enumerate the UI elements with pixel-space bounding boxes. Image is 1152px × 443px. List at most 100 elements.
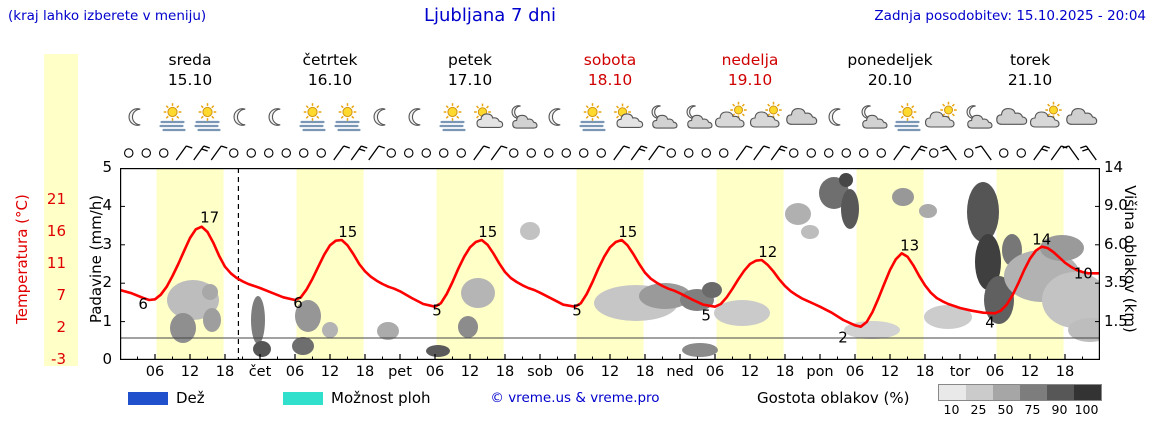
- wind-barb: [193, 145, 210, 161]
- temperature-curve: [120, 225, 1100, 328]
- day-header-cetrtek: četrtek 16.10: [260, 50, 400, 90]
- cloud-density-blob: [322, 322, 338, 338]
- sun-fog-icon: [194, 103, 221, 132]
- temperature-value-label: 2: [838, 329, 848, 347]
- wind-calm-circle: [963, 148, 974, 158]
- wind-calm-circle: [229, 148, 239, 158]
- cloud-density-gradient-labels: 10 25 50 75 90 100: [938, 402, 1100, 417]
- cloud-density-legend-title: Gostota oblakov (%): [757, 389, 910, 407]
- moon-cloud-icon: [966, 105, 993, 129]
- cloud-density-blob: [967, 182, 999, 242]
- cloud-density-gradient: [938, 384, 1102, 401]
- temperature-value-label: 15: [618, 223, 637, 241]
- wind-calm-circle: [281, 148, 292, 158]
- time-tick-label: 18: [355, 364, 375, 380]
- day-date: 18.10: [587, 71, 633, 89]
- time-tick-label: 06: [705, 364, 725, 380]
- wind-calm-circle: [299, 148, 309, 158]
- wind-barb: [975, 145, 992, 161]
- cloud-sun-icon: [924, 101, 957, 128]
- day-date: 15.10: [167, 71, 213, 89]
- sun-fog-icon: [334, 103, 361, 132]
- cloud-density-swatch: [1047, 385, 1074, 400]
- cloud-density-blob: [253, 341, 271, 357]
- plot-frame: [120, 168, 1100, 360]
- wind-calm-circle: [438, 148, 449, 158]
- last-update-text: Zadnja posodobitev: 15.10.2025 - 20:04: [874, 8, 1146, 24]
- temperature-value-label: 14: [1032, 231, 1051, 249]
- wind-calm-circle: [1016, 148, 1026, 158]
- wind-barb: [648, 145, 665, 161]
- wind-calm-circle: [666, 148, 676, 158]
- cloud-density-blob: [202, 284, 218, 300]
- wind-calm-circle: [823, 148, 834, 158]
- wind-calm-circle: [264, 148, 274, 158]
- day-date: 21.10: [1007, 71, 1053, 89]
- temperature-value-label: 5: [701, 307, 711, 325]
- day-header-nedelja: nedelja 19.10: [680, 50, 820, 90]
- time-tick-label: 12: [600, 364, 620, 380]
- cloud-density-blob: [292, 337, 314, 355]
- moon-icon: [128, 108, 141, 126]
- day-name: nedelja: [721, 51, 779, 69]
- temperature-value-label: 5: [572, 302, 582, 320]
- wind-calm-circle: [788, 148, 799, 158]
- time-tick-label: 06: [285, 364, 305, 380]
- time-tick-label: 06: [985, 364, 1005, 380]
- sun-fog-icon: [159, 103, 186, 132]
- wind-barb: [1050, 145, 1068, 161]
- time-tick-label: tor: [949, 364, 971, 380]
- copyright-link[interactable]: © vreme.us & vreme.pro: [490, 390, 660, 406]
- rain-legend-swatch: [128, 392, 168, 405]
- cloud-density-blob: [924, 305, 972, 329]
- wind-barb: [473, 145, 490, 161]
- wind-calm-circle: [386, 148, 396, 158]
- day-header-sreda: sreda 15.10: [120, 50, 260, 90]
- moon-icon: [268, 108, 281, 126]
- day-header-torek: torek 21.10: [960, 50, 1100, 90]
- cloud-density-blob: [639, 283, 691, 309]
- wind-calm-circle: [701, 148, 711, 158]
- cloud-density-blob: [377, 322, 399, 340]
- cloud-density-blob: [170, 313, 196, 343]
- cloud-icon: [786, 107, 818, 125]
- cloud-sun-icon: [714, 101, 747, 128]
- wind-barb: [613, 145, 630, 161]
- sun-fog-icon: [439, 103, 466, 132]
- wind-calm-circle: [578, 148, 589, 158]
- day-name: torek: [1009, 51, 1051, 69]
- cloud-density-blob: [1040, 235, 1084, 261]
- daylight-band: [576, 169, 644, 359]
- day-date: 19.10: [727, 71, 773, 89]
- day-name: četrtek: [302, 51, 358, 69]
- wind-calm-circle: [246, 148, 257, 158]
- wind-barb: [1080, 145, 1097, 161]
- cloud-density-blob: [801, 225, 819, 239]
- cloud-density-blob: [785, 203, 811, 225]
- wind-calm-circle: [141, 148, 151, 158]
- temperature-axis-title: Temperatura (°C): [13, 194, 31, 324]
- day-header-ponedeljek: ponedeljek 20.10: [820, 50, 960, 90]
- wind-calm-circle: [456, 148, 466, 158]
- moon-cloud-icon: [861, 105, 888, 129]
- cloud-density-blob: [702, 282, 722, 298]
- wind-calm-circle: [998, 148, 1009, 158]
- wind-calm-circle: [596, 148, 606, 158]
- wind-calm-circle: [561, 148, 571, 158]
- time-tick-label: 18: [635, 364, 655, 380]
- cloud-scale-value: 10: [943, 402, 960, 417]
- time-tick-label: 12: [180, 364, 200, 380]
- wind-barb: [333, 145, 350, 161]
- wind-barb: [893, 145, 910, 161]
- wind-barb: [175, 145, 193, 161]
- temperature-value-label: 13: [900, 236, 919, 254]
- cloud-density-swatch: [939, 385, 966, 400]
- sun-fog-icon: [579, 103, 606, 132]
- wind-calm-circle: [718, 148, 729, 158]
- cloud-density-blob: [1042, 272, 1100, 328]
- temperature-value-label: 10: [1074, 264, 1093, 282]
- time-tick-label: 06: [845, 364, 865, 380]
- cloud-density-blob: [841, 189, 859, 229]
- wind-calm-circle: [876, 148, 886, 158]
- wind-barb: [1033, 145, 1050, 161]
